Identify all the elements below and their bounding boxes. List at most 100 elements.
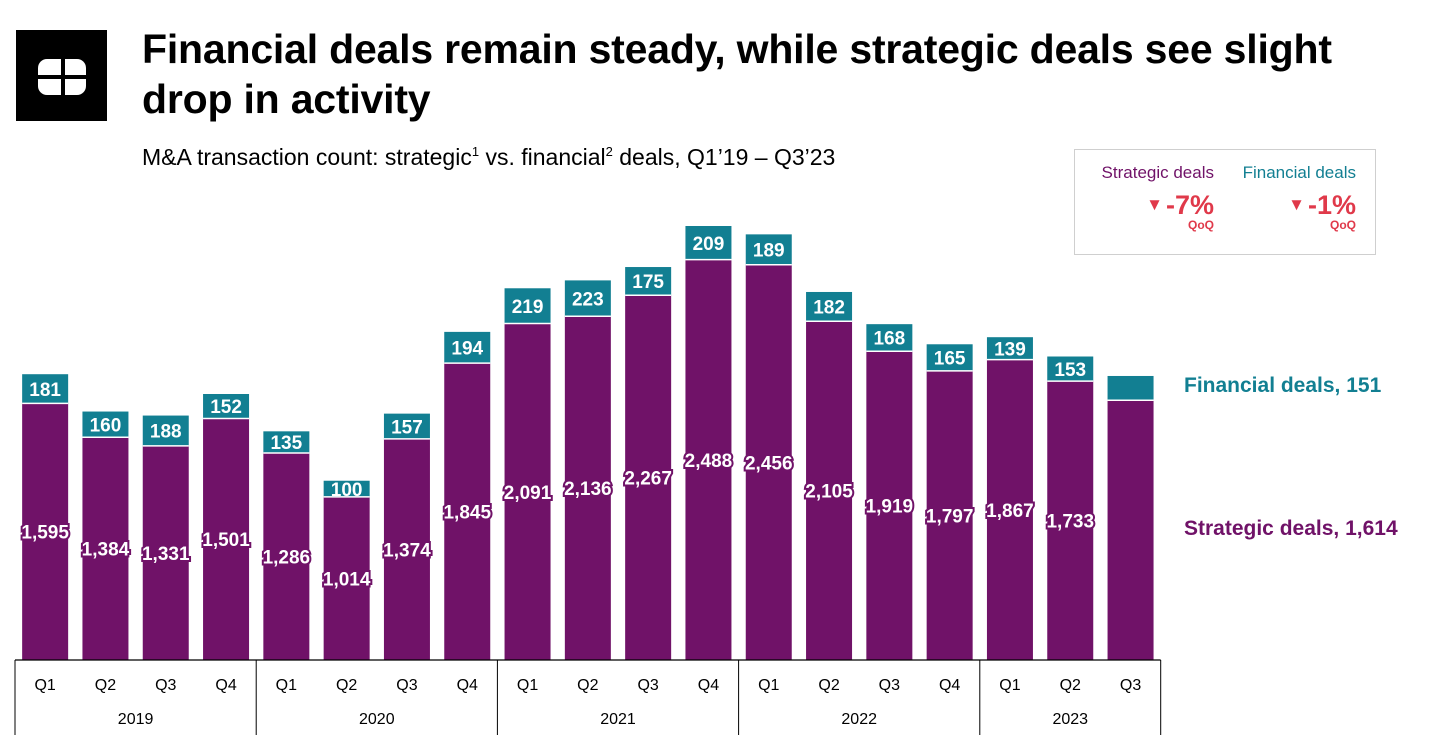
x-tick-label: Q2 xyxy=(336,677,357,694)
data-label-financial: 100 xyxy=(331,480,363,501)
series-label-strategic: Strategic deals, 1,614 xyxy=(1184,517,1398,540)
x-tick-label: Q1 xyxy=(517,677,538,694)
data-label-strategic: 2,105 xyxy=(805,482,853,503)
data-label-financial: 182 xyxy=(813,298,845,319)
data-label-financial: 157 xyxy=(391,417,423,438)
qoq-strategic-value: ▼ -7% xyxy=(1102,190,1214,220)
data-label-financial: 181 xyxy=(29,380,61,401)
data-label-financial: 168 xyxy=(873,329,905,350)
year-label: 2021 xyxy=(600,711,636,728)
bar-strategic xyxy=(323,496,370,660)
bar-financial xyxy=(323,480,370,497)
bar-strategic xyxy=(142,445,189,660)
year-label: 2020 xyxy=(359,711,395,728)
data-label-strategic: 1,919 xyxy=(866,497,914,518)
bar-financial xyxy=(82,411,129,438)
bar-strategic xyxy=(564,316,611,660)
x-tick-label: Q1 xyxy=(34,677,55,694)
bar-strategic xyxy=(504,323,551,660)
bar-strategic xyxy=(806,321,853,660)
bar-strategic xyxy=(1047,381,1094,660)
data-label-financial: 194 xyxy=(451,338,483,359)
bar-financial xyxy=(1107,375,1154,401)
bar-financial xyxy=(504,288,551,324)
bar-financial xyxy=(142,415,189,446)
bar-financial xyxy=(263,431,310,454)
data-label-strategic: 1,014 xyxy=(323,569,371,590)
data-label-strategic: 1,384 xyxy=(82,540,130,561)
bar-financial xyxy=(383,413,430,439)
x-tick-label: Q4 xyxy=(939,677,960,694)
subtitle-mid: vs. financial xyxy=(479,144,606,170)
footnote-ref-2: 2 xyxy=(605,144,613,159)
data-label-financial: 209 xyxy=(693,234,725,255)
bar-financial xyxy=(22,374,69,404)
data-label-financial: 219 xyxy=(512,297,544,318)
bar-financial xyxy=(625,267,672,296)
data-label-strategic: 2,488 xyxy=(685,451,733,472)
data-label-financial: 175 xyxy=(632,272,664,293)
year-label: 2019 xyxy=(118,711,154,728)
bar-strategic xyxy=(745,264,792,660)
qoq-strategic: Strategic deals ▼ -7% QoQ xyxy=(1102,162,1214,232)
data-label-financial: 189 xyxy=(753,241,785,262)
subtitle-prefix: M&A transaction count: strategic xyxy=(142,144,472,170)
down-arrow-icon: ▼ xyxy=(1288,195,1305,214)
data-label-strategic: 2,267 xyxy=(624,469,672,490)
data-label-strategic: 1,733 xyxy=(1046,512,1094,533)
bar-strategic xyxy=(263,453,310,660)
data-label-financial: 152 xyxy=(210,397,242,418)
bar-financial xyxy=(564,280,611,317)
x-tick-label: Q4 xyxy=(698,677,719,694)
data-label-strategic: 2,136 xyxy=(564,479,612,500)
x-tick-label: Q3 xyxy=(1120,677,1141,694)
footnote-ref-1: 1 xyxy=(471,144,480,159)
bar-financial xyxy=(685,226,732,260)
data-label-financial: 223 xyxy=(572,289,604,310)
page-title: Financial deals remain steady, while str… xyxy=(142,26,1332,122)
qoq-financial-name: Financial deals xyxy=(1242,163,1356,182)
bar-strategic xyxy=(22,403,69,660)
chart-subtitle: M&A transaction count: strategic1 vs. fi… xyxy=(142,142,835,172)
x-tick-label: Q3 xyxy=(879,677,900,694)
qoq-strategic-percent: -7% xyxy=(1165,190,1214,220)
data-label-strategic: 2,091 xyxy=(504,483,552,504)
bar-financial xyxy=(444,331,491,364)
x-tick-label: Q3 xyxy=(637,677,658,694)
bar-financial xyxy=(926,344,973,371)
bar-strategic xyxy=(866,351,913,660)
data-label-strategic: 1,845 xyxy=(443,503,491,524)
bar-strategic xyxy=(926,370,973,660)
data-label-strategic: 1,867 xyxy=(986,501,1034,522)
bar-strategic xyxy=(625,295,672,660)
data-label-strategic: 1,595 xyxy=(21,523,69,544)
qoq-financial: Financial deals ▼ -1% QoQ xyxy=(1243,162,1356,232)
year-label: 2022 xyxy=(841,711,877,728)
year-label: 2023 xyxy=(1052,711,1088,728)
data-label-financial: 135 xyxy=(270,433,302,454)
series-label-financial: Financial deals, 151 xyxy=(1184,374,1382,397)
x-tick-label: Q2 xyxy=(95,677,116,694)
bar-strategic xyxy=(82,437,129,660)
data-label-strategic: 1,331 xyxy=(142,544,190,565)
x-tick-label: Q2 xyxy=(818,677,839,694)
x-tick-label: Q4 xyxy=(215,677,236,694)
data-label-strategic: 1,374 xyxy=(383,540,431,561)
brand-logo xyxy=(16,30,107,121)
bar-strategic xyxy=(685,259,732,660)
data-label-strategic: 1,501 xyxy=(202,530,250,551)
x-tick-label: Q1 xyxy=(276,677,297,694)
qoq-financial-percent: -1% xyxy=(1307,190,1356,220)
bar-strategic xyxy=(203,418,250,660)
x-tick-label: Q2 xyxy=(577,677,598,694)
x-tick-label: Q2 xyxy=(1060,677,1081,694)
data-label-financial: 188 xyxy=(150,422,182,443)
data-label-strategic: 2,456 xyxy=(745,453,793,474)
subtitle-suffix: deals, Q1’19 – Q3’23 xyxy=(612,144,836,170)
bar-strategic xyxy=(444,363,491,660)
qoq-financial-label: QoQ xyxy=(1330,218,1356,232)
data-label-financial: 160 xyxy=(90,415,122,436)
bar-strategic xyxy=(1107,400,1154,660)
data-label-strategic: 1,797 xyxy=(926,506,974,527)
